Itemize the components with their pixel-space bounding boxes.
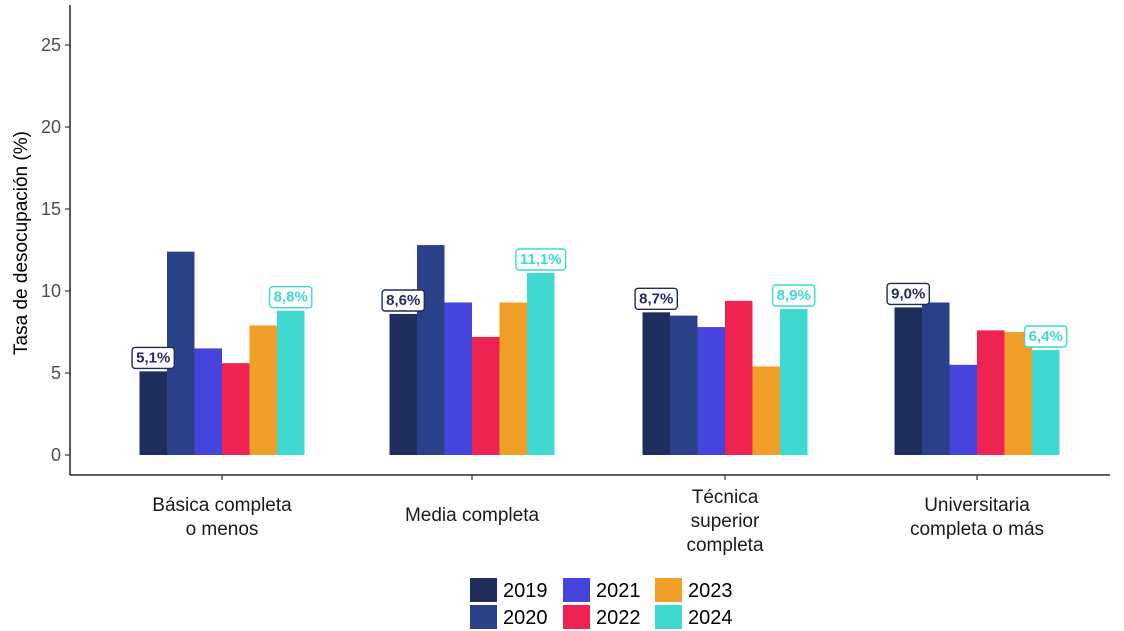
legend-swatch (655, 605, 682, 629)
bar-2023 (1004, 332, 1032, 455)
bar-2019 (894, 307, 922, 455)
bars (139, 245, 1060, 455)
bar-2022 (725, 300, 753, 455)
data-label-text: 8,6% (386, 292, 420, 309)
x-category-label: superior (691, 511, 760, 532)
x-category-label: Media completa (405, 505, 540, 526)
data-label-box (515, 248, 567, 271)
data-label-box (886, 282, 930, 306)
legend-item-2024: 2024 (655, 605, 733, 629)
y-tick-label: 15 (41, 199, 61, 219)
x-category-label: Universitaria (924, 495, 1030, 516)
legend-swatch (655, 578, 682, 602)
legend: 2019 2020 2021 2022 2023 2024 (470, 578, 733, 629)
data-label-box (771, 284, 816, 307)
bar-2020 (670, 315, 698, 455)
bar-2019 (139, 371, 167, 455)
legend-swatch (470, 578, 497, 602)
y-tick-label: 0 (51, 445, 61, 465)
bar-2020 (417, 245, 445, 455)
y-axis-title: Tasa de desocupación (%) (11, 131, 32, 355)
data-label-text: 11,1% (520, 251, 562, 268)
data-label: 8,7% (634, 287, 678, 310)
legend-swatch (563, 605, 590, 629)
data-label: 6,4% (1023, 325, 1068, 348)
data-label: 8,8% (268, 286, 313, 309)
x-category-label: Técnica (692, 487, 759, 508)
bar-2022 (472, 336, 500, 455)
bar-2023 (499, 302, 527, 455)
bar-2024 (1032, 350, 1060, 455)
y-tick-label: 10 (41, 281, 61, 301)
bar-2023 (752, 366, 780, 455)
bar-2024 (527, 272, 555, 455)
data-label-text: 5,1% (136, 349, 170, 366)
y-tick-label: 5 (51, 363, 61, 383)
data-label: 11,1% (515, 248, 567, 271)
bar-2021 (697, 327, 725, 455)
bar-2022 (977, 330, 1005, 455)
bar-2019 (389, 313, 417, 455)
legend-item-2019: 2019 (470, 578, 548, 602)
x-category-label: o menos (186, 519, 259, 540)
y-tick-label: 25 (41, 35, 61, 55)
x-category-label: completa (686, 535, 764, 556)
data-label-text: 6,4% (1029, 328, 1063, 345)
bar-2019 (642, 312, 670, 455)
x-axis: Básica completa o menos Media completa Técn… (70, 474, 1110, 556)
y-tick-label: 20 (41, 117, 61, 137)
legend-label: 2020 (503, 607, 548, 629)
data-label-text: 8,8% (274, 289, 308, 306)
data-label: 8,9% (771, 284, 816, 307)
bar-2021 (444, 302, 472, 455)
data-label-box (131, 346, 176, 370)
data-label: 9,0% (886, 282, 930, 306)
bar-2021 (949, 364, 977, 455)
data-label-text: 9,0% (891, 285, 925, 302)
bar-2024 (277, 310, 305, 455)
legend-label: 2024 (688, 607, 733, 629)
legend-item-2020: 2020 (470, 605, 548, 629)
data-labels: 5,1% 8,6% 8,7% 9,0% 8,8% 11,1% 8,9% 6,4% (131, 248, 1068, 370)
data-label-text: 8,7% (639, 290, 673, 307)
bar-2021 (194, 348, 222, 455)
data-label-box (268, 286, 313, 309)
bar-2024 (780, 309, 808, 455)
data-label: 5,1% (131, 346, 176, 370)
data-label-text: 8,9% (777, 287, 811, 304)
bar-2023 (249, 325, 277, 455)
legend-label: 2021 (596, 580, 641, 602)
legend-label: 2019 (503, 580, 548, 602)
legend-item-2022: 2022 (563, 605, 641, 629)
data-label-box (634, 287, 678, 310)
bar-2020 (922, 302, 950, 455)
y-axis: 0 5 10 15 20 25 (41, 5, 71, 475)
legend-item-2023: 2023 (655, 578, 733, 602)
legend-label: 2023 (688, 580, 733, 602)
legend-swatch (563, 578, 590, 602)
legend-item-2021: 2021 (563, 578, 641, 602)
data-label: 8,6% (381, 289, 426, 312)
legend-label: 2022 (596, 607, 641, 629)
bar-2022 (222, 363, 250, 455)
x-category-label: Básica completa (152, 495, 292, 516)
data-label-box (381, 289, 426, 312)
x-category-label: completa o más (910, 519, 1044, 540)
legend-swatch (470, 605, 497, 629)
data-label-box (1023, 325, 1068, 348)
